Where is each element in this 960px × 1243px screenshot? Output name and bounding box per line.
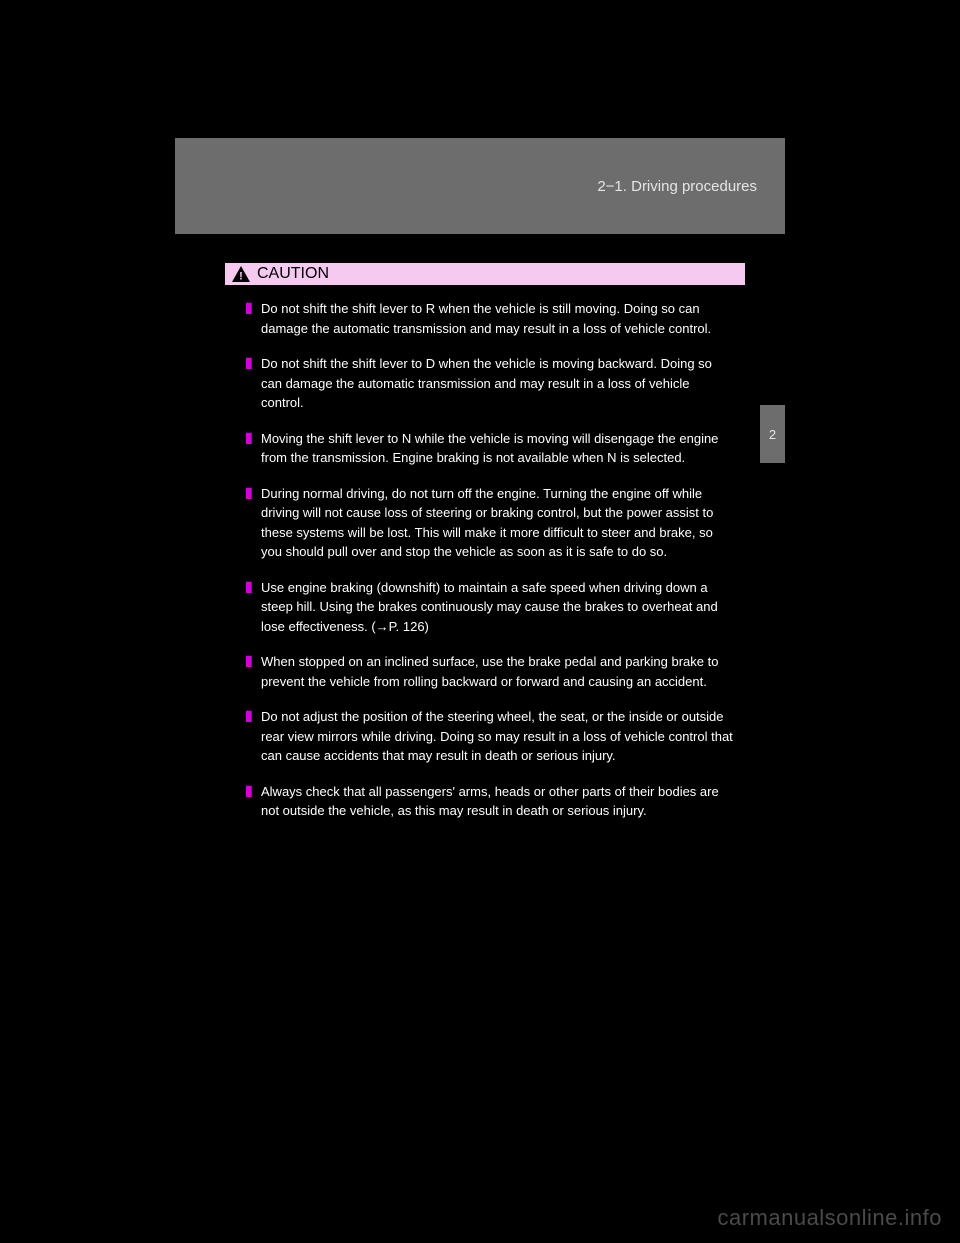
caution-header: ! CAUTION [225,263,745,285]
bullet-icon: ▮ [245,707,253,766]
bullet-text: Do not adjust the position of the steeri… [261,707,735,766]
bullet-icon: ▮ [245,782,253,821]
section-title: 2−1. Driving procedures [597,178,757,195]
bullet-item: ▮ Always check that all passengers' arms… [245,782,735,821]
bullet-icon: ▮ [245,299,253,338]
section-header: 2−1. Driving procedures [175,138,785,234]
bullet-item: ▮ Do not shift the shift lever to R when… [245,299,735,338]
bullet-text: Use engine braking (downshift) to mainta… [261,578,735,637]
bullet-item: ▮ Moving the shift lever to N while the … [245,429,735,468]
bullet-icon: ▮ [245,652,253,691]
bullet-icon: ▮ [245,484,253,562]
chapter-tab: 2 [760,405,785,463]
bullet-item: ▮ Do not adjust the position of the stee… [245,707,735,766]
bullet-item: ▮ Use engine braking (downshift) to main… [245,578,735,637]
chapter-number: 2 [769,427,776,442]
bullet-icon: ▮ [245,578,253,637]
bullet-item: ▮ Do not shift the shift lever to D when… [245,354,735,413]
svg-text:!: ! [239,271,243,283]
watermark: carmanualsonline.info [717,1205,942,1231]
bullet-item: ▮ When stopped on an inclined surface, u… [245,652,735,691]
bullet-text: Always check that all passengers' arms, … [261,782,735,821]
bullet-text: During normal driving, do not turn off t… [261,484,735,562]
caution-box: ! CAUTION ▮ Do not shift the shift lever… [225,263,745,847]
caution-title: CAUTION [257,265,329,283]
warning-triangle-icon: ! [231,265,251,283]
bullet-icon: ▮ [245,354,253,413]
bullet-text: When stopped on an inclined surface, use… [261,652,735,691]
caution-body: ▮ Do not shift the shift lever to R when… [225,285,745,847]
bullet-text: Do not shift the shift lever to R when t… [261,299,735,338]
bullet-text: Moving the shift lever to N while the ve… [261,429,735,468]
bullet-item: ▮ During normal driving, do not turn off… [245,484,735,562]
bullet-icon: ▮ [245,429,253,468]
bullet-text: Do not shift the shift lever to D when t… [261,354,735,413]
